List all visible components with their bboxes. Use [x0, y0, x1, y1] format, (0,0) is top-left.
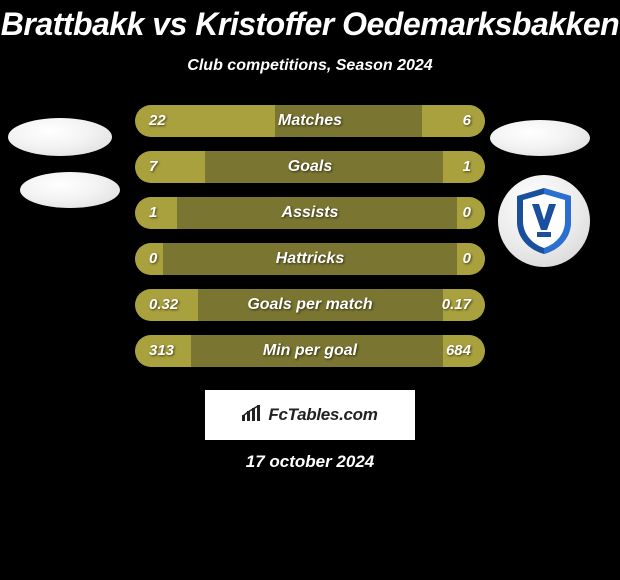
player-left-ellipse-2 [20, 172, 120, 208]
player-right-ellipse [490, 120, 590, 156]
stat-label: Goals per match [135, 289, 485, 321]
page-title: Brattbakk vs Kristoffer Oedemarksbakken [0, 0, 620, 43]
player-left-ellipse-1 [8, 118, 112, 156]
stat-label: Hattricks [135, 243, 485, 275]
stat-bars: 226Matches 71Goals 10Assists 00Hattricks 0.3… [135, 105, 485, 381]
brand-chart-icon [242, 405, 262, 426]
stat-label: Matches [135, 105, 485, 137]
club-badge [498, 175, 590, 267]
shield-icon [513, 186, 575, 256]
stat-row: 00Hattricks [135, 243, 485, 275]
brand-box: FcTables.com [205, 390, 415, 440]
stat-row: 313684Min per goal [135, 335, 485, 367]
brand-text: FcTables.com [268, 405, 377, 425]
page-subtitle: Club competitions, Season 2024 [0, 57, 620, 75]
stat-label: Min per goal [135, 335, 485, 367]
stat-row: 10Assists [135, 197, 485, 229]
stat-label: Goals [135, 151, 485, 183]
stat-row: 71Goals [135, 151, 485, 183]
stat-row: 226Matches [135, 105, 485, 137]
stat-row: 0.320.17Goals per match [135, 289, 485, 321]
stat-label: Assists [135, 197, 485, 229]
date-text: 17 october 2024 [0, 452, 620, 472]
